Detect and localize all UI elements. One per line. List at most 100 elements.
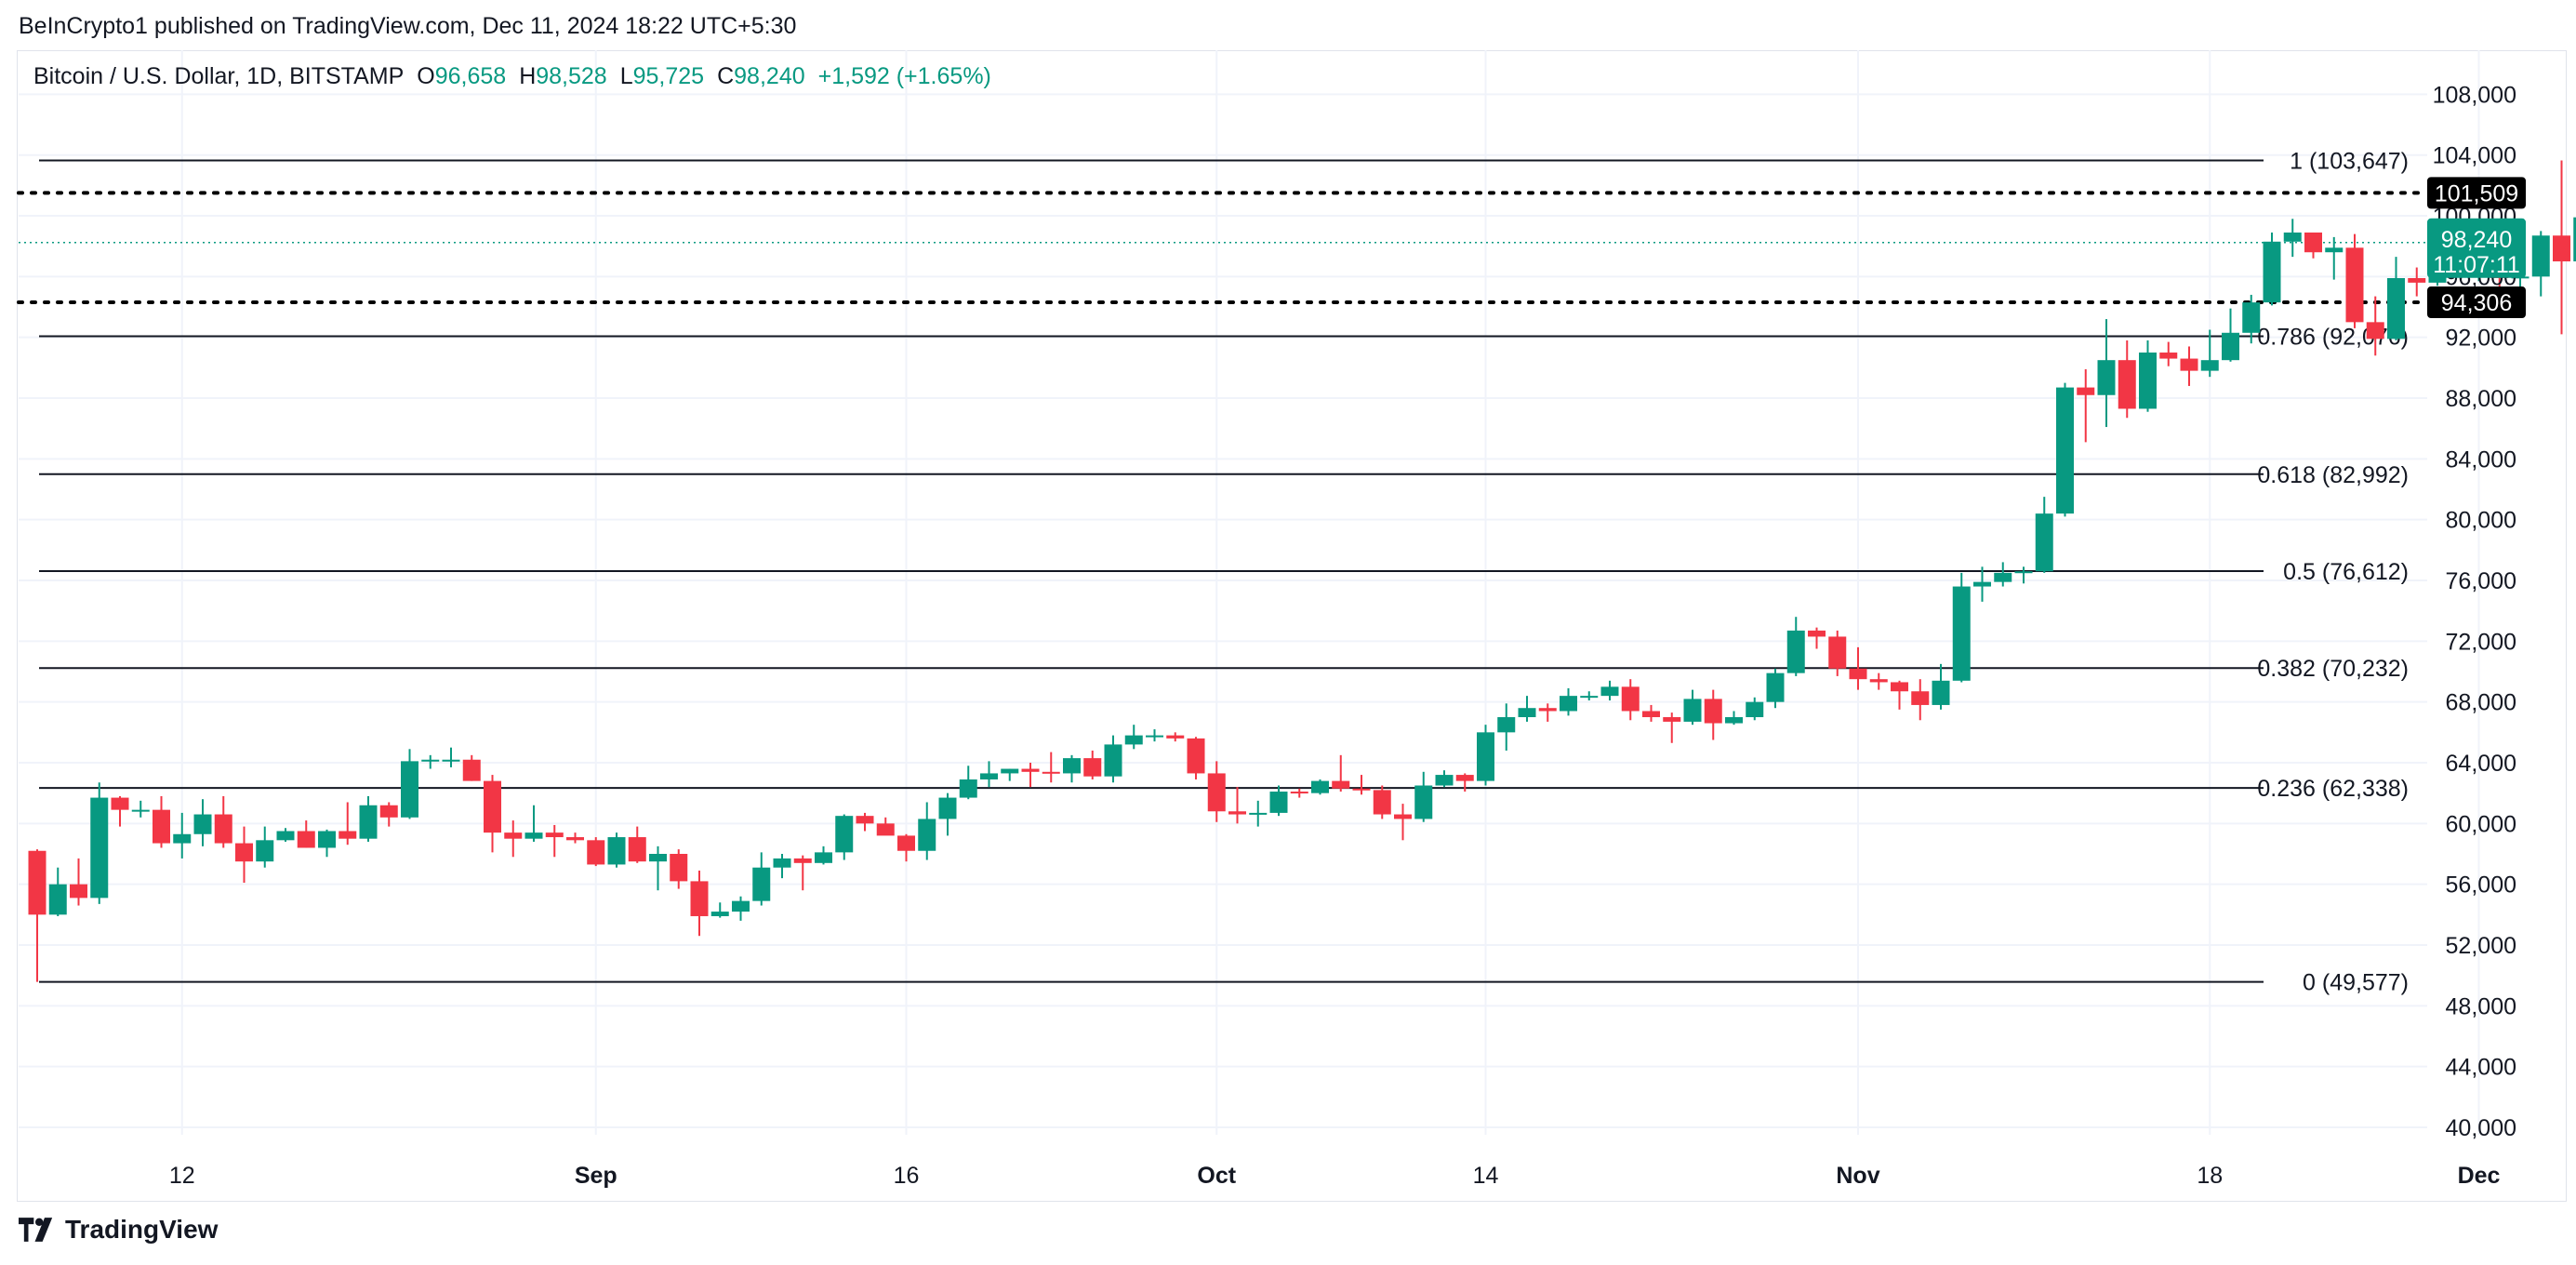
- candle-body: [2387, 277, 2405, 340]
- candle-body: [2139, 353, 2157, 409]
- candle-body: [1332, 780, 1350, 789]
- candle-body: [1414, 785, 1433, 819]
- dotted-levels: [17, 191, 2427, 305]
- candle-body: [318, 831, 336, 848]
- candle-body: [1704, 699, 1722, 724]
- x-tick-label: Dec: [2458, 1163, 2501, 1189]
- fib-level-label: 0.786 (92,076): [2257, 324, 2409, 350]
- candle-body: [793, 858, 812, 863]
- grid-lines: [19, 50, 2480, 1135]
- candle-body: [938, 797, 957, 819]
- x-tick-label: 14: [1473, 1163, 1499, 1189]
- candle-body: [2222, 332, 2239, 361]
- candle-body: [1228, 811, 1246, 815]
- change-value: +1,592 (+1.65%): [817, 63, 991, 89]
- candle-body: [1891, 682, 1908, 692]
- candle-body: [1746, 701, 1764, 718]
- candle-body: [1828, 636, 1847, 669]
- candle-body: [2180, 358, 2198, 371]
- candle-body: [2118, 360, 2136, 409]
- y-tick-label: 68,000: [2446, 690, 2516, 716]
- fib-level-label: 0.5 (76,612): [2283, 559, 2409, 585]
- candle-body: [2573, 217, 2576, 262]
- candle-body: [1683, 699, 1702, 722]
- high-value: 98,528: [536, 63, 607, 89]
- candlestick-chart[interactable]: 1 (103,647) 0.786 (92,076) 0.618 (82,992) 0…: [0, 0, 2576, 1209]
- candle-body: [297, 831, 315, 848]
- candle-body: [1394, 814, 1412, 819]
- candles: [28, 160, 2576, 982]
- x-tick-label: 18: [2197, 1163, 2223, 1189]
- candle-body: [1207, 773, 1226, 812]
- y-tick-label: 80,000: [2446, 508, 2516, 534]
- x-tick-label: 12: [169, 1163, 195, 1189]
- candle-body: [1104, 744, 1122, 777]
- candle-body: [587, 840, 605, 865]
- candle-body: [339, 831, 357, 839]
- tradingview-brand: TradingView: [65, 1215, 219, 1244]
- candle-body: [2283, 232, 2302, 242]
- candle-body: [2345, 247, 2364, 323]
- fib-level-label: 0.382 (70,232): [2257, 656, 2409, 682]
- candle-body: [1560, 696, 1577, 712]
- candle-body: [1725, 717, 1743, 724]
- fib-level-label: 0.236 (62,338): [2257, 776, 2409, 802]
- y-tick-label: 88,000: [2446, 386, 2516, 412]
- candle-body: [1994, 572, 2012, 582]
- candle-body: [193, 814, 212, 834]
- fib-level-label: 0 (49,577): [2303, 970, 2409, 996]
- y-tick-label: 64,000: [2446, 751, 2516, 777]
- candle-body: [918, 819, 936, 851]
- price-tag-bg: [2427, 286, 2526, 319]
- candle-body: [2035, 513, 2053, 572]
- candle-body: [1932, 680, 1950, 705]
- candle-body: [28, 850, 46, 915]
- candle-body: [628, 837, 646, 862]
- candle-body: [1146, 735, 1163, 738]
- candle-body: [2200, 360, 2219, 371]
- tradingview-footer[interactable]: TradingView: [19, 1215, 218, 1245]
- candle-body: [1269, 792, 1288, 813]
- candle-body: [2531, 235, 2550, 277]
- candle-body: [690, 881, 709, 916]
- candle-body: [1249, 812, 1268, 815]
- candle-body: [1518, 708, 1536, 718]
- time-axis: 12Sep16Oct14Nov18Dec16: [169, 1163, 2501, 1189]
- candle-body: [752, 867, 771, 901]
- candle-body: [2097, 360, 2116, 395]
- bar-countdown-label: 11:07:11: [2433, 252, 2520, 278]
- low-label: L: [619, 63, 633, 89]
- candle-body: [1538, 708, 1557, 712]
- tradingview-logo-icon: [19, 1218, 53, 1242]
- candle-body: [1642, 711, 1660, 718]
- candle-body: [256, 840, 274, 862]
- candle-body: [980, 773, 998, 779]
- fib-level-label: 0.618 (82,992): [2257, 462, 2409, 488]
- candle-body: [732, 900, 750, 912]
- y-tick-label: 76,000: [2446, 568, 2516, 594]
- close-value: 98,240: [734, 63, 805, 89]
- candle-body: [1001, 768, 1019, 774]
- close-label: C: [717, 63, 735, 89]
- candle-body: [1808, 630, 1826, 637]
- candle-body: [1311, 780, 1329, 793]
- x-tick-label: 16: [894, 1163, 920, 1189]
- candle-body: [2056, 387, 2074, 514]
- last-price-tag-bg: [2427, 218, 2526, 278]
- y-tick-label: 44,000: [2446, 1055, 2516, 1081]
- fib-level-label: 1 (103,647): [2290, 148, 2409, 174]
- candle-body: [856, 816, 874, 824]
- y-tick-label: 52,000: [2446, 933, 2516, 959]
- candle-body: [359, 805, 378, 839]
- candle-body: [1849, 668, 1867, 680]
- y-tick-label: 56,000: [2446, 872, 2516, 899]
- candle-body: [1786, 630, 1805, 673]
- price-tag-label: 101,509: [2435, 180, 2518, 206]
- candle-body: [2325, 247, 2344, 253]
- candle-body: [401, 761, 418, 818]
- candle-body: [1124, 735, 1143, 745]
- candle-body: [670, 854, 688, 882]
- low-value: 95,725: [632, 63, 705, 89]
- open-label: O: [417, 63, 435, 89]
